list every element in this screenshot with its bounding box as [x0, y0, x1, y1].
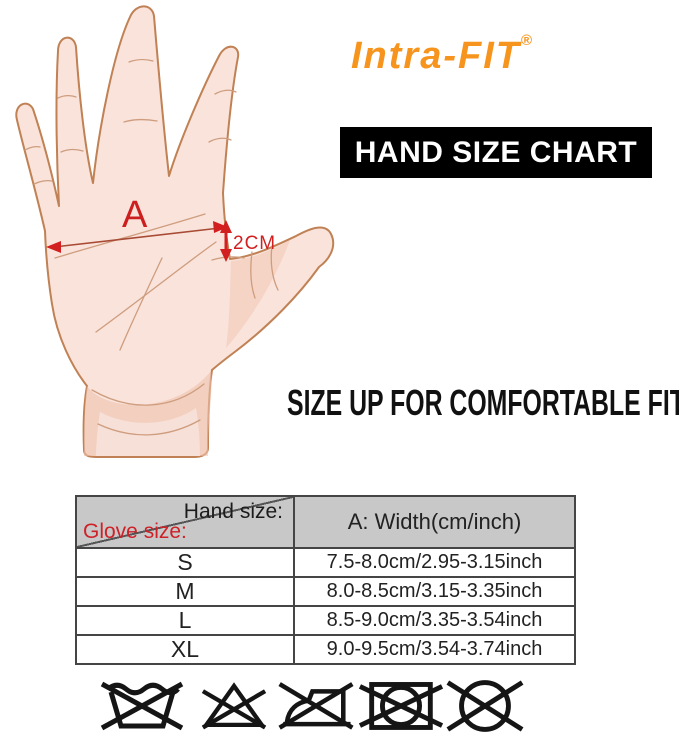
table-row: XL 9.0-9.5cm/3.54-3.74inch	[75, 634, 576, 665]
do-not-bleach-icon	[201, 682, 267, 730]
size-table: Hand size: Glove size: A: Width(cm/inch)…	[75, 495, 576, 665]
measurement-annotations: A 2CM	[46, 194, 276, 262]
width-value: 8.5-9.0cm/3.35-3.54inch	[293, 605, 576, 636]
glove-size-label: Glove size:	[83, 520, 187, 543]
hand-diagram: A 2CM	[15, 5, 335, 458]
do-not-wash-icon	[100, 681, 184, 731]
table-header-row: Hand size: Glove size: A: Width(cm/inch)	[75, 495, 576, 549]
glove-size-value: M	[75, 576, 295, 607]
palm-creases	[24, 58, 279, 436]
width-value: 9.0-9.5cm/3.54-3.74inch	[293, 634, 576, 665]
brand-logo: Intra-FIT®	[351, 33, 532, 75]
arrowhead-left	[46, 241, 61, 253]
arrowhead-right	[213, 221, 228, 233]
table-row: L 8.5-9.0cm/3.35-3.54inch	[75, 605, 576, 636]
thumb-shading	[226, 240, 290, 348]
label-2cm: 2CM	[233, 233, 276, 254]
do-not-dry-clean-icon	[446, 680, 524, 732]
gap-arrowhead-bottom	[220, 249, 232, 262]
gap-arrowhead-top	[220, 220, 232, 233]
width-value: 8.0-8.5cm/3.15-3.35inch	[293, 576, 576, 607]
hand-size-label: Hand size:	[183, 500, 283, 523]
hand-illustration	[15, 5, 335, 458]
table-corner-cell: Hand size: Glove size:	[75, 495, 295, 549]
tagline: SIZE UP FOR COMFORTABLE FIT	[287, 382, 679, 423]
width-value: 7.5-8.0cm/2.95-3.15inch	[293, 547, 576, 578]
glove-size-value: S	[75, 547, 295, 578]
measurement-line-a	[53, 227, 221, 248]
table-row: M 8.0-8.5cm/3.15-3.35inch	[75, 576, 576, 607]
width-column-header: A: Width(cm/inch)	[293, 495, 576, 549]
registered-trademark-icon: ®	[520, 32, 533, 49]
brand-name: Intra-FIT	[351, 35, 521, 77]
hand-outline	[15, 5, 335, 458]
do-not-tumble-dry-icon	[358, 682, 444, 730]
do-not-iron-icon	[278, 682, 354, 730]
glove-size-value: L	[75, 605, 295, 636]
glove-size-value: XL	[75, 634, 295, 665]
hand-size-chart-banner: HAND SIZE CHART	[340, 127, 652, 178]
inner-wrist	[96, 408, 200, 456]
table-row: S 7.5-8.0cm/2.95-3.15inch	[75, 547, 576, 578]
label-a: A	[122, 194, 148, 236]
